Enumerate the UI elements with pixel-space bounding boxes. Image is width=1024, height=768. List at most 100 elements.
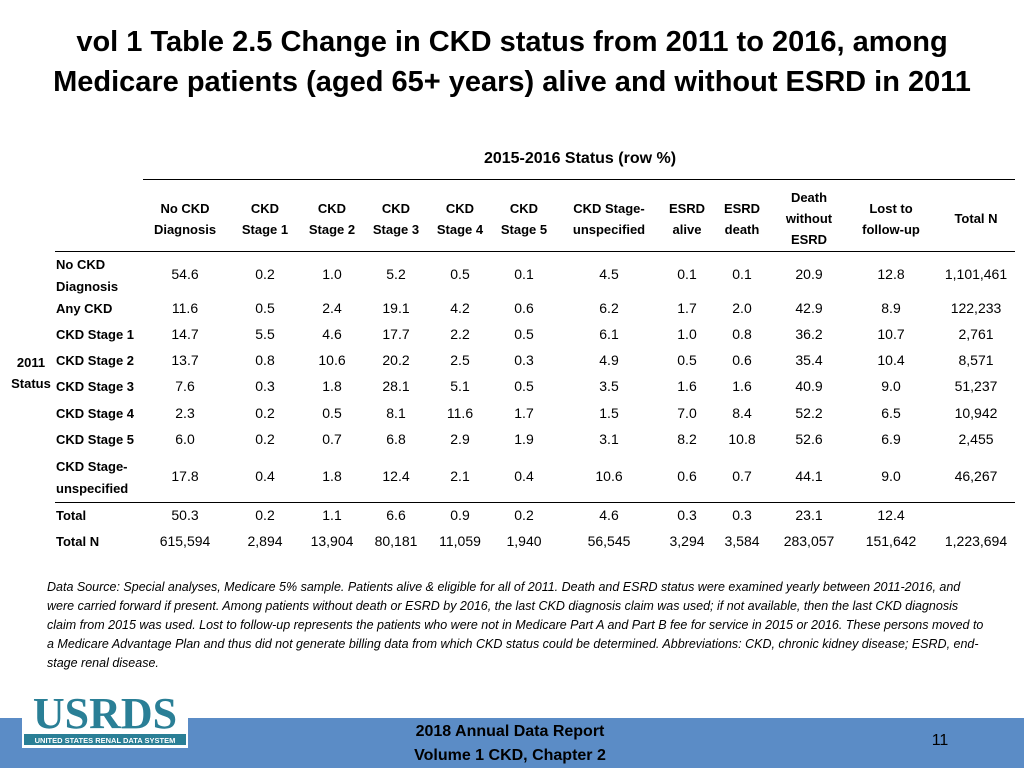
logo-subtext: UNITED STATES RENAL DATA SYSTEM xyxy=(35,736,176,745)
table-cell: 7.0 xyxy=(677,405,697,421)
table-cell: 0.2 xyxy=(255,507,275,523)
table-cell: 615,594 xyxy=(159,533,211,549)
row-label-line: CKD Stage 2 xyxy=(56,353,135,368)
table-cell: 0.3 xyxy=(677,507,697,523)
column-header-line: death xyxy=(724,221,760,237)
table-cell: 10.6 xyxy=(318,352,346,368)
table-cell: 2.0 xyxy=(732,300,752,316)
table-cell: 11.6 xyxy=(446,405,474,421)
table-cell: 0.1 xyxy=(514,266,534,282)
column-header-line: alive xyxy=(672,221,702,237)
table-cell: 1,940 xyxy=(506,533,542,549)
column-header: ESRD death xyxy=(724,198,760,240)
table-cell: 5.1 xyxy=(450,378,470,394)
table-cell: 0.5 xyxy=(450,266,470,282)
column-header-line: CKD xyxy=(381,200,411,216)
column-header-line: Stage 3 xyxy=(372,221,420,237)
table-cell: 0.4 xyxy=(255,468,275,484)
row-label-line: Total N xyxy=(56,534,100,549)
table-cell: 1.0 xyxy=(322,266,342,282)
column-header: CKD Stage 2 xyxy=(309,198,355,240)
table-cell: 1.6 xyxy=(677,378,697,394)
row-label-line: Diagnosis xyxy=(56,279,119,294)
table-cell: 46,267 xyxy=(954,468,998,484)
column-header: ESRD alive xyxy=(669,198,705,240)
table-cell: 12.4 xyxy=(382,468,410,484)
table-cell: 0.2 xyxy=(514,507,534,523)
table-cell: 1.7 xyxy=(514,405,534,421)
table-cell: 0.9 xyxy=(450,507,470,523)
table-cell: 4.9 xyxy=(599,352,619,368)
table-cell: 9.0 xyxy=(881,378,901,394)
table-cell: 8,571 xyxy=(958,352,994,368)
column-header-line: Lost to xyxy=(869,200,913,216)
title-line-1: vol 1 Table 2.5 Change in CKD status fro… xyxy=(76,26,948,58)
table-cell: 122,233 xyxy=(950,300,1002,316)
table-cell: 3,294 xyxy=(669,533,705,549)
row-label: Any CKD xyxy=(56,298,112,320)
table-cell: 0.5 xyxy=(322,405,342,421)
table-cell: 1.5 xyxy=(599,405,619,421)
column-header-line: ESRD xyxy=(723,200,761,216)
table-cell: 0.6 xyxy=(732,352,752,368)
table-cell: 50.3 xyxy=(171,507,199,523)
table-cell: 2.3 xyxy=(175,405,195,421)
column-header-line: Stage 5 xyxy=(500,221,548,237)
table-cell: 28.1 xyxy=(382,378,410,394)
column-header: CKD Stage-unspecified xyxy=(573,198,645,240)
table-cell: 4.5 xyxy=(599,266,619,282)
table-cell: 14.7 xyxy=(171,326,199,342)
row-label: CKD Stage 4 xyxy=(56,403,134,425)
report-line-2: Volume 1 CKD, Chapter 2 xyxy=(414,747,606,764)
row-label-line: Total xyxy=(56,508,87,523)
table-cell: 10.6 xyxy=(595,468,623,484)
table-cell: 2.4 xyxy=(322,300,342,316)
table-cell: 0.2 xyxy=(255,266,275,282)
column-header-line: CKD xyxy=(317,200,347,216)
table-cell: 0.8 xyxy=(732,326,752,342)
table-cell: 0.5 xyxy=(255,300,275,316)
column-header-line: follow-up xyxy=(862,221,920,237)
row-label: CKD Stage 1 xyxy=(56,324,134,346)
table-cell: 10.8 xyxy=(728,431,756,447)
table-cell: 6.5 xyxy=(881,405,901,421)
table-cell: 0.1 xyxy=(732,266,752,282)
table-cell: 8.2 xyxy=(677,431,697,447)
row-label: Total N xyxy=(56,531,99,553)
table-cell: 1.6 xyxy=(732,378,752,394)
column-header-line: Stage 2 xyxy=(308,221,356,237)
table-cell: 0.3 xyxy=(255,378,275,394)
column-header: CKD Stage 5 xyxy=(501,198,547,240)
table-cell: 17.8 xyxy=(171,468,199,484)
table-cell: 6.6 xyxy=(386,507,406,523)
table-cell: 13.7 xyxy=(171,352,199,368)
usrds-logo: USRDS UNITED STATES RENAL DATA SYSTEM xyxy=(22,690,188,748)
row-label-line: CKD Stage 3 xyxy=(56,379,135,394)
table-cell: 20.2 xyxy=(382,352,410,368)
footnote: Data Source: Special analyses, Medicare … xyxy=(47,580,984,670)
table-cell: 6.2 xyxy=(599,300,619,316)
title-line-2: Medicare patients (aged 65+ years) alive… xyxy=(53,66,971,98)
table-cell: 44.1 xyxy=(795,468,823,484)
row-label-line: CKD Stage 1 xyxy=(56,327,135,342)
table-cell: 0.7 xyxy=(732,468,752,484)
report-line-1: 2018 Annual Data Report xyxy=(415,723,605,740)
logo-text: USRDS xyxy=(33,690,177,738)
column-header: CKD Stage 3 xyxy=(373,198,419,240)
column-header-line: without xyxy=(785,211,833,226)
table-cell: 1,223,694 xyxy=(944,533,1008,549)
table-cell: 17.7 xyxy=(382,326,410,342)
table-cell: 3.5 xyxy=(599,378,619,394)
table-cell: 1.9 xyxy=(514,431,534,447)
row-label-line: Any CKD xyxy=(56,301,113,316)
column-header-line: CKD xyxy=(509,200,539,216)
column-header: CKD Stage 1 xyxy=(242,198,288,240)
row-label-line: CKD Stage- xyxy=(56,459,128,474)
column-header-line: ESRD xyxy=(668,200,706,216)
table-cell: 51,237 xyxy=(954,378,998,394)
table-cell: 1.8 xyxy=(322,468,342,484)
table-cell: 6.9 xyxy=(881,431,901,447)
column-header: Total N xyxy=(954,208,997,229)
table-cell: 2.1 xyxy=(450,468,470,484)
table-cell: 1.7 xyxy=(677,300,697,316)
